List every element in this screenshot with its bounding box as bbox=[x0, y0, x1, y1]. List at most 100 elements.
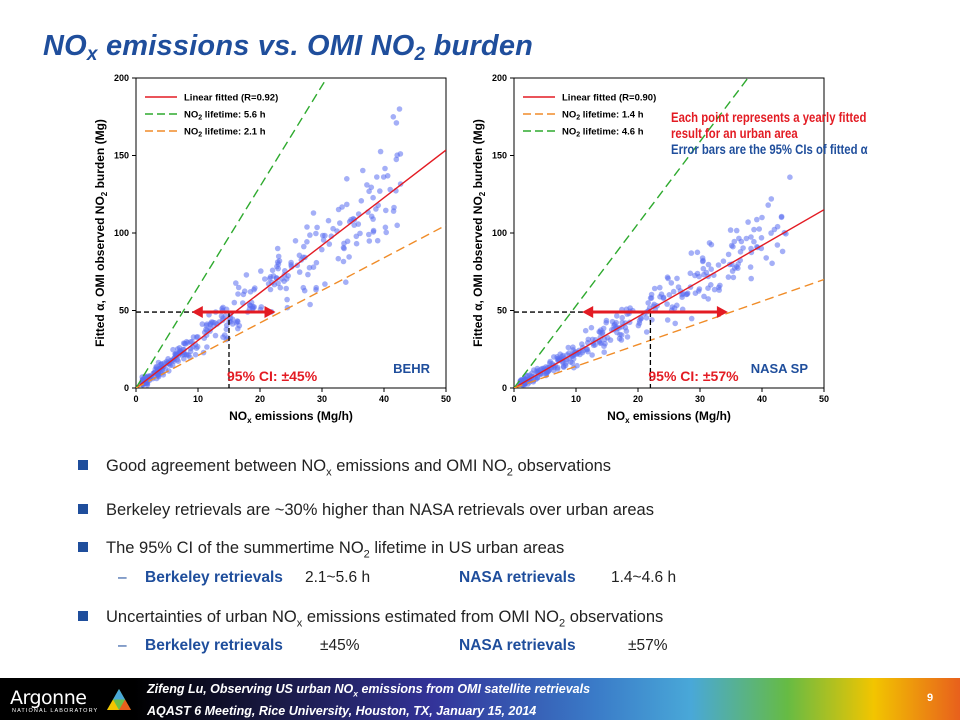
data-point bbox=[769, 260, 775, 267]
data-point bbox=[390, 114, 397, 120]
y-axis-title: Fitted α, OMI observed NO2 burden (Mg) bbox=[93, 119, 109, 347]
data-point bbox=[377, 148, 384, 155]
data-point bbox=[298, 257, 305, 263]
data-point bbox=[614, 329, 620, 336]
data-point bbox=[373, 206, 379, 212]
data-point bbox=[604, 334, 611, 341]
data-point bbox=[223, 326, 230, 333]
data-point bbox=[688, 250, 695, 256]
legend-label: NO2 lifetime: 2.1 h bbox=[184, 127, 266, 139]
nasa-uncertainty-value: ±57% bbox=[628, 636, 668, 654]
data-point bbox=[313, 259, 320, 266]
x-tick-label: 40 bbox=[757, 394, 767, 404]
data-point bbox=[748, 234, 754, 240]
legend-label: NO2 lifetime: 1.4 h bbox=[562, 110, 644, 122]
data-point bbox=[664, 317, 671, 323]
data-point bbox=[267, 274, 274, 280]
data-point bbox=[235, 291, 241, 297]
data-point bbox=[313, 284, 319, 291]
data-point bbox=[674, 275, 680, 282]
data-point bbox=[582, 327, 589, 334]
data-point bbox=[366, 188, 372, 195]
ci-label: 95% CI: ±45% bbox=[227, 368, 318, 384]
data-point bbox=[619, 314, 625, 321]
data-point bbox=[187, 348, 194, 355]
data-point bbox=[531, 367, 537, 373]
data-point bbox=[705, 296, 711, 302]
data-point bbox=[622, 324, 629, 331]
nasa-key: NASA retrievals bbox=[459, 568, 576, 586]
x-tick-label: 40 bbox=[379, 394, 389, 404]
data-point bbox=[527, 372, 533, 379]
bullet-square-icon bbox=[78, 460, 88, 470]
data-point bbox=[218, 313, 225, 319]
x-tick-label: 20 bbox=[633, 394, 643, 404]
ci-arrow-head-right bbox=[716, 306, 728, 319]
nasa-lifetime-value: 1.4~4.6 h bbox=[611, 568, 677, 586]
data-point bbox=[768, 230, 774, 236]
bullet-lifetime-ci: The 95% CI of the summertime NO2 lifetim… bbox=[78, 537, 938, 565]
data-point bbox=[187, 339, 194, 345]
berkeley-uncertainty-value: ±45% bbox=[320, 636, 360, 654]
data-point bbox=[203, 322, 210, 329]
y-tick-label: 0 bbox=[124, 383, 129, 393]
data-point bbox=[274, 259, 281, 265]
data-point bbox=[325, 217, 332, 224]
data-point bbox=[733, 264, 740, 270]
uncertainty-subrow: – Berkeley retrievals ±45% NASA retrieva… bbox=[78, 634, 938, 658]
plot-area bbox=[514, 78, 824, 388]
data-point bbox=[233, 280, 239, 286]
data-point bbox=[301, 243, 307, 250]
data-point bbox=[275, 265, 281, 272]
y-tick-label: 150 bbox=[114, 151, 129, 161]
data-point bbox=[751, 238, 757, 245]
data-point bbox=[283, 285, 289, 292]
x-tick-label: 20 bbox=[255, 394, 265, 404]
legend-label: NO2 lifetime: 4.6 h bbox=[562, 127, 644, 139]
data-point bbox=[370, 194, 376, 201]
data-point bbox=[387, 186, 394, 193]
data-point bbox=[716, 287, 722, 293]
data-point bbox=[344, 238, 351, 245]
data-point bbox=[240, 291, 247, 298]
data-point bbox=[358, 198, 365, 204]
ci-arrow-head-right bbox=[264, 306, 276, 319]
data-point bbox=[343, 279, 349, 285]
data-point bbox=[252, 285, 258, 291]
data-point bbox=[651, 285, 658, 292]
data-point bbox=[344, 201, 350, 208]
data-point bbox=[370, 229, 377, 235]
data-point bbox=[638, 316, 644, 322]
data-point bbox=[599, 330, 605, 337]
data-point bbox=[745, 219, 751, 225]
data-point bbox=[751, 226, 757, 233]
data-point bbox=[314, 224, 320, 231]
data-point bbox=[756, 226, 762, 232]
data-point bbox=[305, 271, 311, 278]
data-point bbox=[393, 156, 400, 163]
data-point bbox=[569, 360, 576, 366]
lifetime-line bbox=[136, 224, 446, 388]
data-point bbox=[319, 246, 325, 253]
data-point bbox=[340, 258, 347, 265]
data-point bbox=[774, 242, 781, 248]
data-point bbox=[672, 320, 678, 327]
plot-area bbox=[136, 78, 446, 388]
y-tick-label: 200 bbox=[492, 73, 507, 83]
data-point bbox=[382, 165, 388, 172]
note-line-2: result for an urban area bbox=[671, 126, 798, 141]
data-point bbox=[765, 202, 771, 208]
data-point bbox=[748, 275, 754, 282]
data-point bbox=[357, 230, 363, 237]
data-point bbox=[339, 204, 345, 210]
data-point bbox=[688, 315, 695, 322]
data-point bbox=[705, 261, 712, 268]
x-axis-title: NOx emissions (Mg/h) bbox=[229, 409, 353, 425]
x-tick-label: 50 bbox=[441, 394, 451, 404]
data-point bbox=[322, 281, 328, 287]
data-point bbox=[717, 282, 723, 289]
legend-label: Linear fitted (R=0.92) bbox=[184, 93, 278, 104]
data-point bbox=[601, 349, 607, 356]
data-point bbox=[692, 290, 699, 296]
ci-arrow-head-left bbox=[191, 306, 203, 319]
